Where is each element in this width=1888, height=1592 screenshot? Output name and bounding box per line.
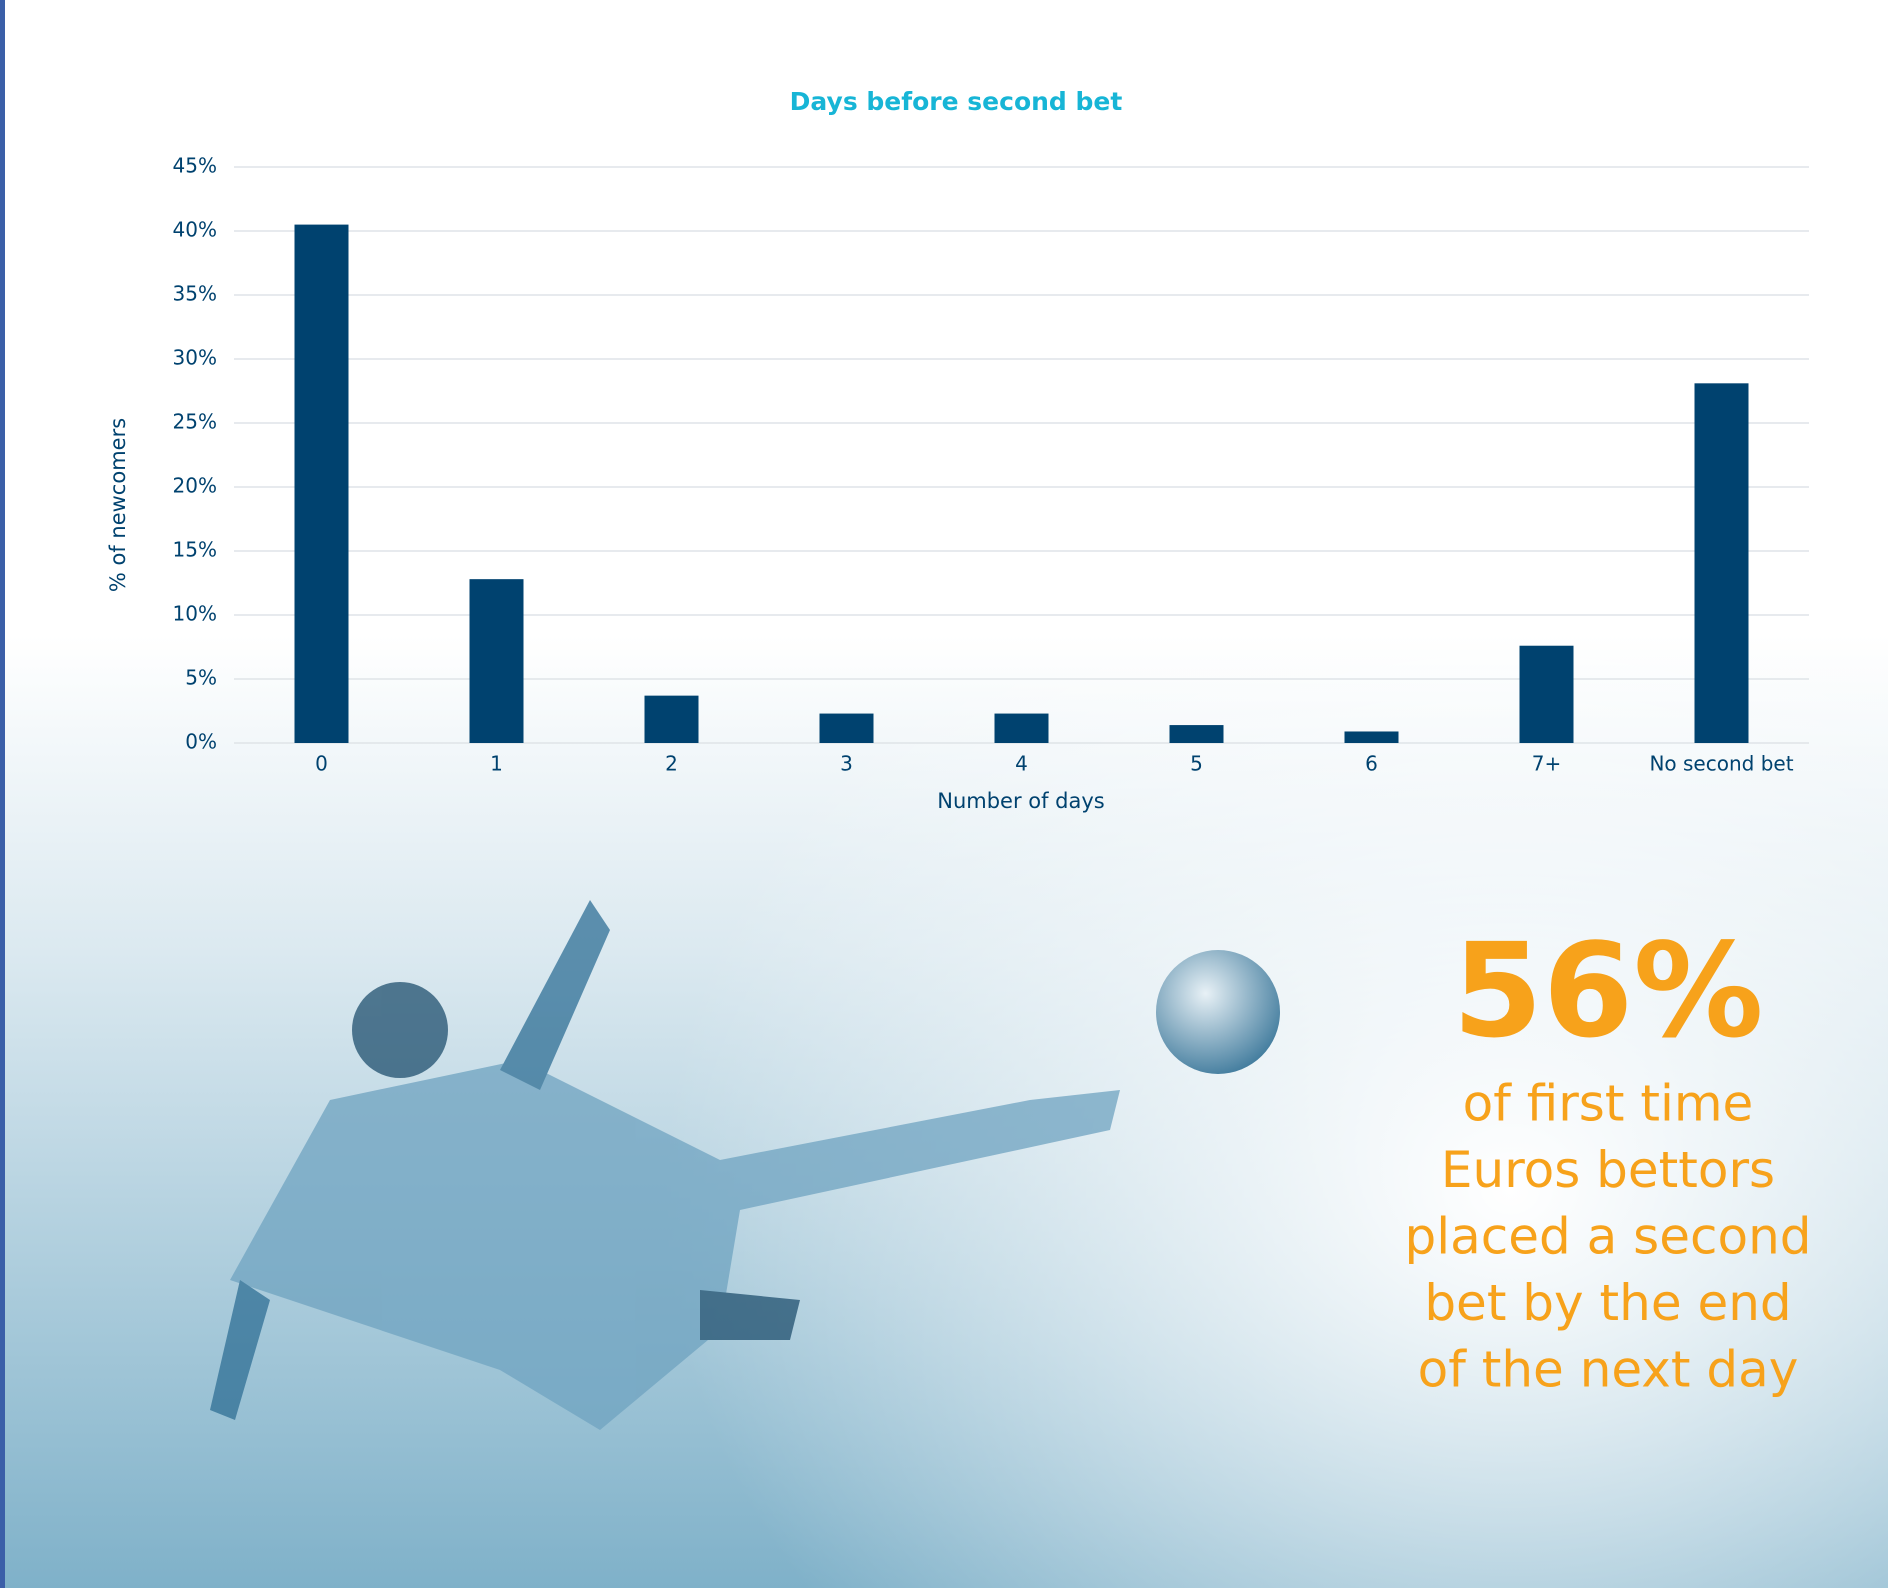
player-illustration [210, 900, 1120, 1430]
callout-line: bet by the end [1424, 1274, 1791, 1332]
y-tick-label: 45% [173, 154, 217, 178]
y-tick-label: 10% [173, 602, 217, 626]
x-tick-label: 4 [1015, 752, 1028, 776]
y-tick-label: 35% [173, 282, 217, 306]
bar [994, 713, 1049, 743]
bar [1694, 383, 1749, 743]
bar [294, 224, 349, 744]
x-tick-label: 3 [840, 752, 853, 776]
x-tick-label: 1 [490, 752, 503, 776]
x-tick-label: No second bet [1649, 752, 1793, 776]
x-tick-label: 6 [1365, 752, 1378, 776]
x-tick-label: 2 [665, 752, 678, 776]
bar [1519, 645, 1574, 743]
y-tick-label: 25% [173, 410, 217, 434]
callout-headline: 56% [1452, 915, 1763, 1067]
x-axis-label: Number of days [937, 789, 1105, 813]
bar [644, 695, 699, 743]
x-tick-label: 7+ [1532, 752, 1561, 776]
bar [819, 713, 874, 743]
y-tick-label: 15% [173, 538, 217, 562]
y-tick-label: 40% [173, 218, 217, 242]
chart-title: Days before second bet [790, 87, 1123, 116]
callout-line: of first time [1463, 1075, 1754, 1133]
callout-line: placed a second [1404, 1208, 1811, 1266]
y-tick-label: 30% [173, 346, 217, 370]
bar [469, 579, 524, 743]
bar [1169, 725, 1224, 743]
bar [1344, 731, 1399, 743]
x-tick-label: 0 [315, 752, 328, 776]
left-border [0, 0, 5, 1588]
y-tick-label: 0% [185, 730, 217, 754]
y-axis-label: % of newcomers [106, 418, 130, 592]
ball-illustration [1156, 950, 1280, 1074]
y-tick-label: 5% [185, 666, 217, 690]
callout-line: Euros bettors [1441, 1141, 1775, 1199]
callout-line: of the next day [1418, 1341, 1799, 1399]
y-tick-label: 20% [173, 474, 217, 498]
x-tick-label: 5 [1190, 752, 1203, 776]
